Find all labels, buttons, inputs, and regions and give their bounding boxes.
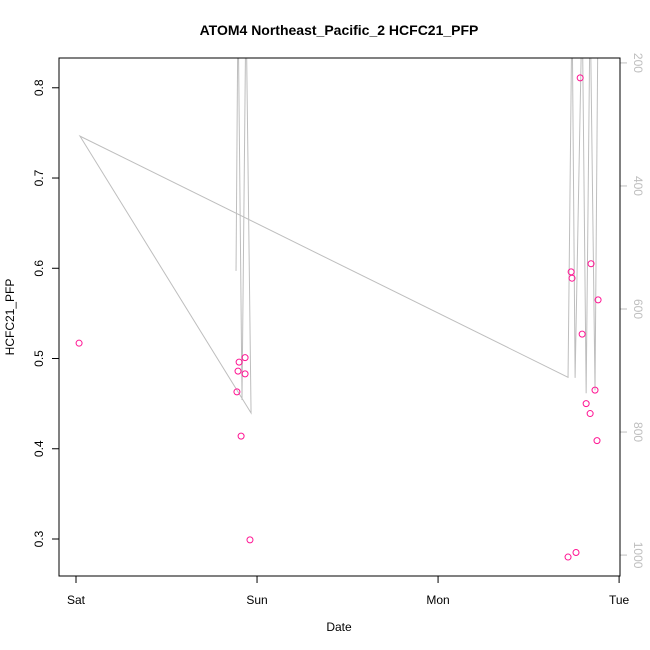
x-tick-label: Tue <box>609 593 630 607</box>
data-point <box>587 260 595 268</box>
data-point <box>578 330 586 338</box>
data-point <box>564 553 572 561</box>
data-point <box>75 339 83 347</box>
y-tick-label: 0.8 <box>32 79 46 96</box>
y-tick-label: 0.4 <box>32 440 46 457</box>
data-point <box>235 358 243 366</box>
y2-tick-label: 800 <box>631 422 645 442</box>
data-point <box>576 74 584 82</box>
data-point <box>241 354 249 362</box>
data-point <box>586 410 594 418</box>
data-point <box>582 400 590 408</box>
data-point <box>591 386 599 394</box>
data-point <box>594 296 602 304</box>
data-point <box>241 370 249 378</box>
y-tick-label: 0.3 <box>32 530 46 547</box>
y-tick-label: 0.6 <box>32 260 46 277</box>
data-point <box>568 274 576 282</box>
y2-tick-label: 600 <box>631 299 645 319</box>
chart-title: ATOM4 Northeast_Pacific_2 HCFC21_PFP <box>200 22 479 38</box>
data-point <box>572 549 580 557</box>
data-point <box>234 367 242 375</box>
x-tick-label: Sat <box>67 593 86 607</box>
data-point <box>593 437 601 445</box>
plot-frame <box>58 57 621 577</box>
data-point <box>246 536 254 544</box>
y-tick-label: 0.7 <box>32 169 46 186</box>
data-point <box>233 388 241 396</box>
y2-tick-label: 400 <box>631 176 645 196</box>
x-tick-label: Sun <box>246 593 267 607</box>
y2-tick-label: 200 <box>631 53 645 73</box>
y2-tick-label: 1000 <box>631 542 645 569</box>
x-tick-label: Mon <box>426 593 449 607</box>
y-axis-label: HCFC21_PFP <box>3 279 17 356</box>
data-point <box>237 432 245 440</box>
x-axis-label: Date <box>326 620 352 634</box>
y-tick-label: 0.5 <box>32 350 46 367</box>
altitude-line <box>78 58 599 415</box>
